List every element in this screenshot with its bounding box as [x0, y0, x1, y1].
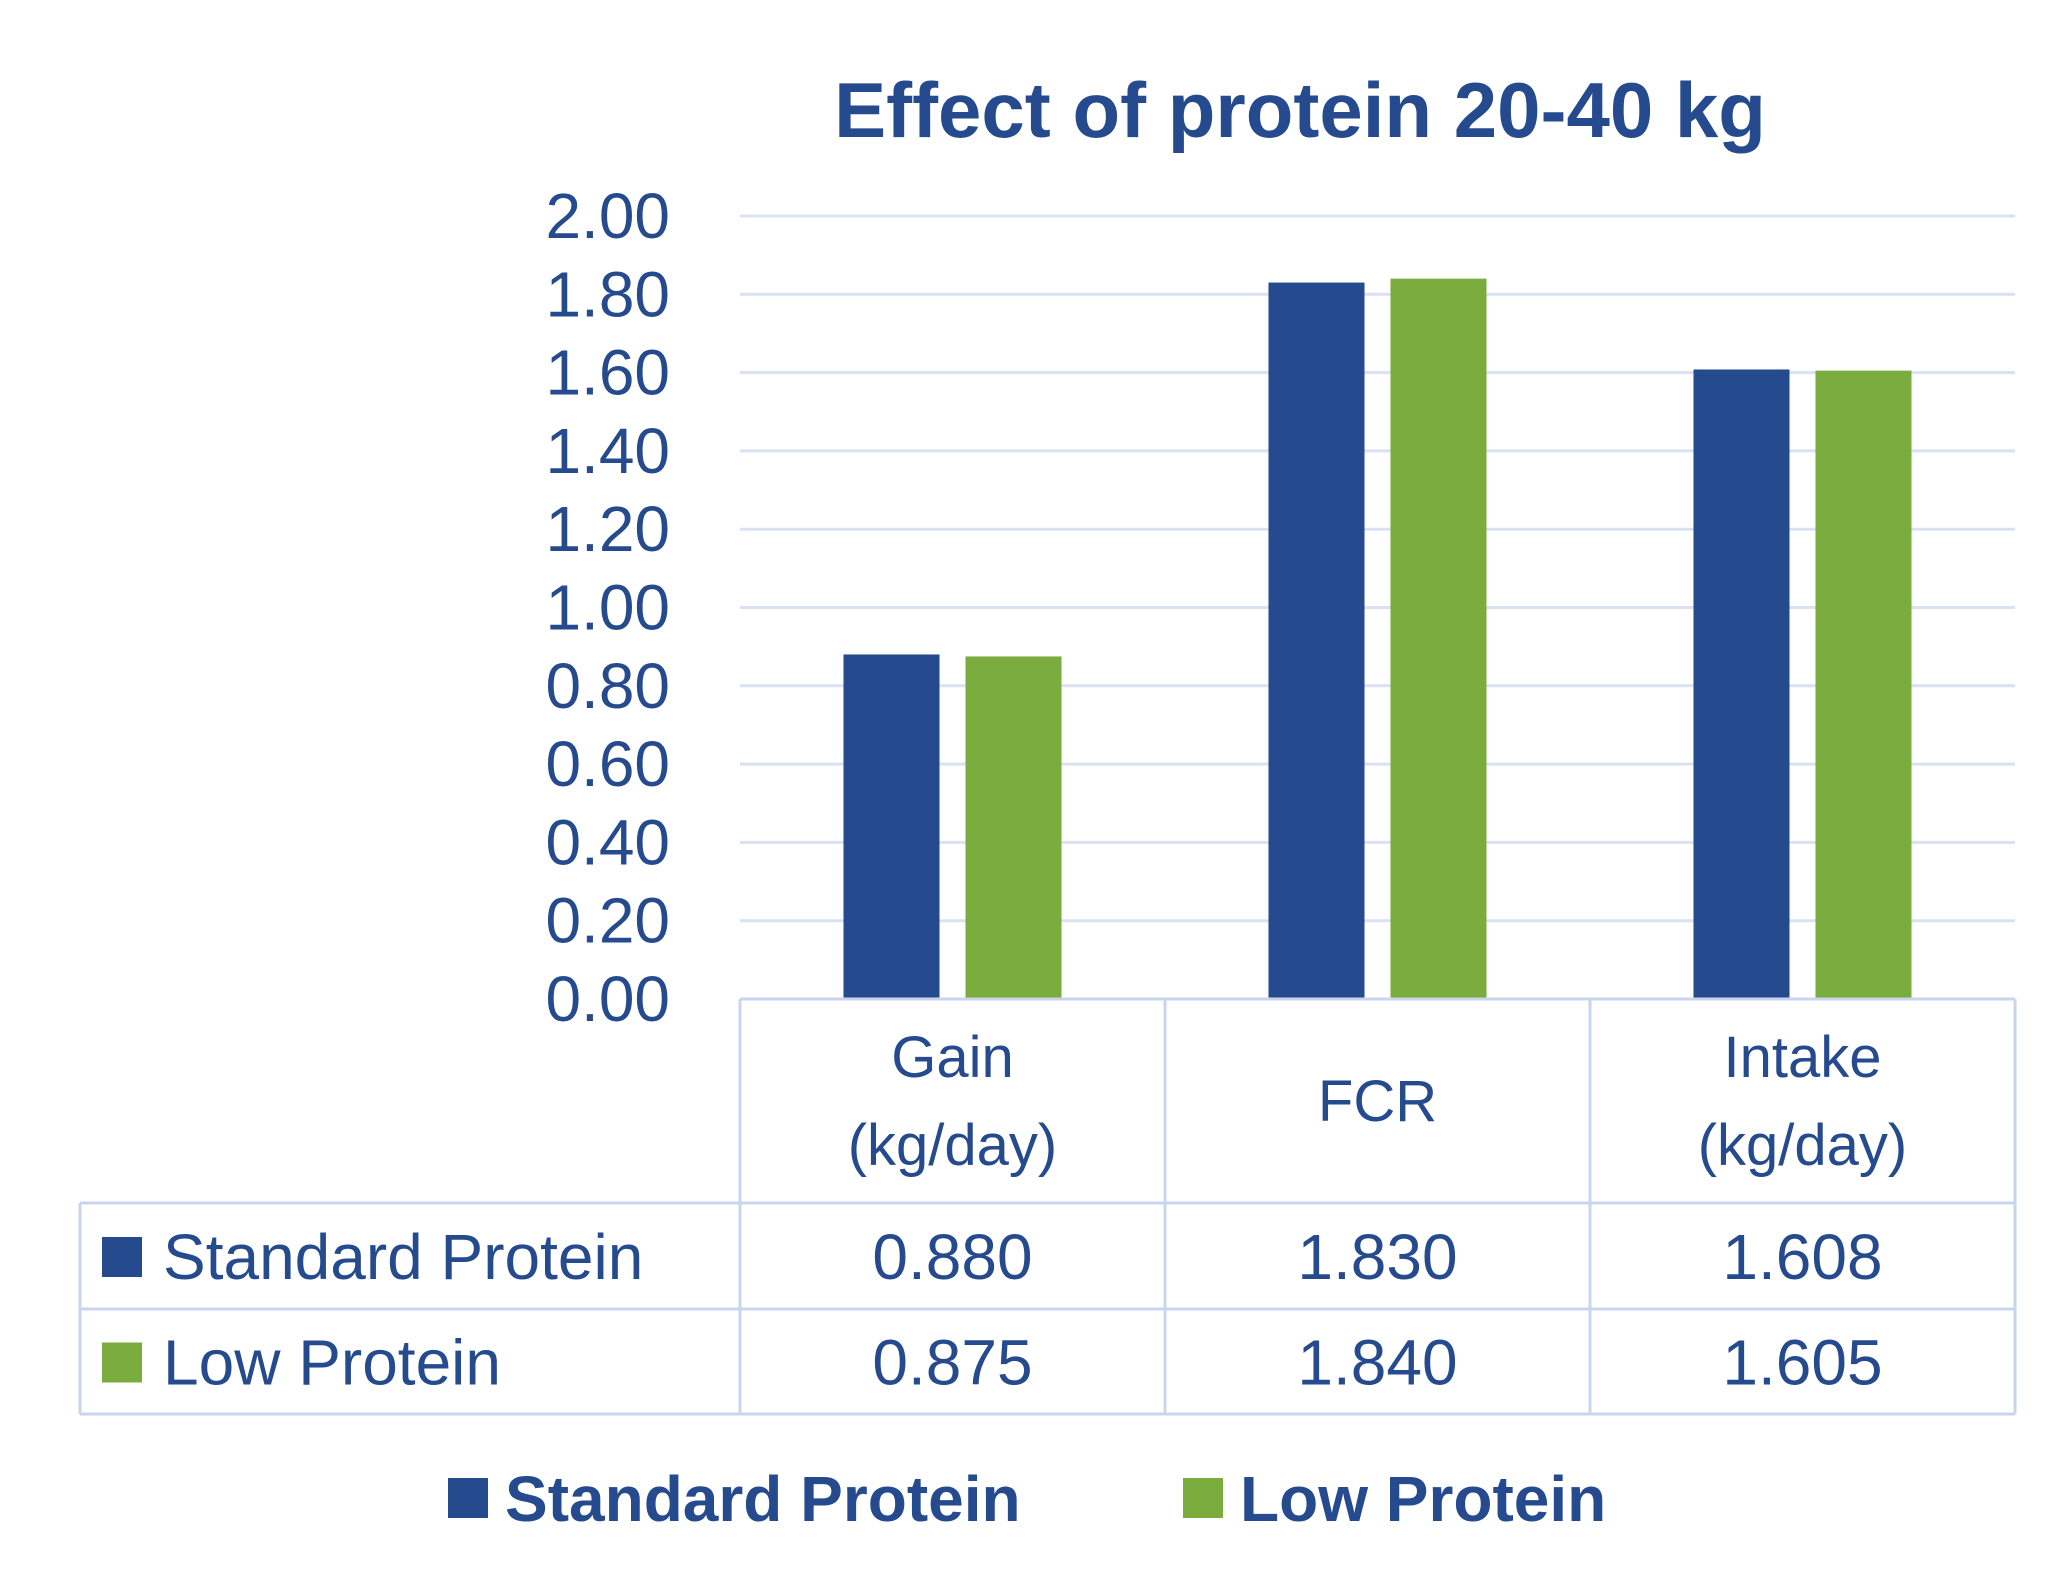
bar	[1815, 370, 1912, 1000]
legend-label: Low Protein	[1240, 1463, 1606, 1535]
data-table: Gain (kg/day) FCR Intake (kg/day) Standard Pr…	[78, 997, 2017, 1416]
gridlines	[740, 214, 2015, 923]
category-label: Gain	[891, 1025, 1014, 1090]
legend-swatch	[448, 1478, 488, 1518]
y-axis-ticks: 0.000.200.400.600.801.001.201.401.601.80…	[545, 180, 670, 1035]
table-value: 0.880	[872, 1221, 1032, 1293]
y-tick-label: 1.20	[545, 493, 670, 565]
y-tick-label: 1.60	[545, 337, 670, 409]
y-tick-label: 0.00	[545, 963, 670, 1035]
category-label: (kg/day)	[1698, 1113, 1908, 1178]
bar	[843, 654, 940, 999]
y-tick-label: 0.40	[545, 806, 670, 878]
y-tick-label: 1.00	[545, 572, 670, 644]
chart-title: Effect of protein 20-40 kg	[834, 66, 1766, 154]
bar	[1390, 278, 1487, 999]
bar	[965, 656, 1062, 999]
table-value: 0.875	[872, 1327, 1032, 1399]
table-legend-swatch	[102, 1237, 142, 1277]
table-series-name: Standard Protein	[163, 1221, 643, 1293]
legend-label: Standard Protein	[505, 1463, 1021, 1535]
y-tick-label: 0.20	[545, 885, 670, 957]
y-tick-label: 1.80	[545, 258, 670, 330]
table-series-name: Low Protein	[163, 1327, 501, 1399]
y-tick-label: 2.00	[545, 180, 670, 252]
table-legend-swatch	[102, 1342, 142, 1383]
legend: Standard Protein Low Protein	[448, 1463, 1606, 1535]
bar	[1693, 369, 1790, 999]
table-value: 1.840	[1297, 1327, 1457, 1399]
category-label: Intake	[1724, 1025, 1882, 1090]
category-label: FCR	[1318, 1069, 1437, 1134]
table-value: 1.605	[1722, 1327, 1882, 1399]
bar	[1268, 282, 1365, 999]
y-tick-label: 1.40	[545, 415, 670, 487]
category-label: (kg/day)	[848, 1113, 1058, 1178]
y-tick-label: 0.60	[545, 728, 670, 800]
bars	[843, 278, 1912, 1000]
y-tick-label: 0.80	[545, 650, 670, 722]
legend-swatch	[1183, 1478, 1223, 1518]
table-value: 1.608	[1722, 1221, 1882, 1293]
table-value: 1.830	[1297, 1221, 1457, 1293]
